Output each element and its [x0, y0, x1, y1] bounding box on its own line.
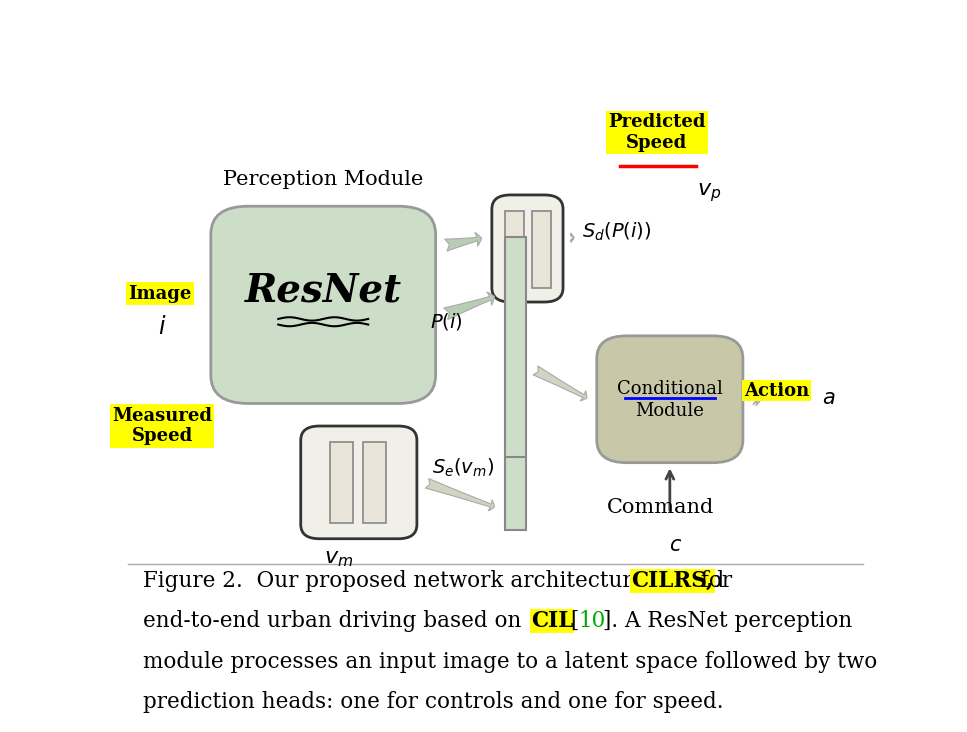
Text: Figure 2.  Our proposed network architecture, called: Figure 2. Our proposed network architect… — [143, 569, 731, 591]
Bar — [532, 211, 550, 288]
Text: $S_e(v_m)$: $S_e(v_m)$ — [432, 458, 494, 479]
Text: ]. A ResNet perception: ]. A ResNet perception — [602, 610, 852, 632]
FancyBboxPatch shape — [492, 195, 563, 302]
Text: $v_p$: $v_p$ — [697, 181, 721, 203]
Text: CIL: CIL — [531, 610, 573, 632]
Bar — [364, 442, 386, 523]
Bar — [505, 237, 526, 530]
Bar — [331, 442, 353, 523]
Text: ResNet: ResNet — [245, 272, 401, 310]
FancyBboxPatch shape — [211, 206, 436, 403]
Text: Action: Action — [744, 381, 809, 400]
Text: $S_d(P(i))$: $S_d(P(i))$ — [582, 220, 652, 243]
FancyBboxPatch shape — [301, 426, 417, 539]
Text: Predicted
Speed: Predicted Speed — [608, 113, 706, 152]
Text: $P(i)$: $P(i)$ — [430, 311, 463, 332]
Text: module processes an input image to a latent space followed by two: module processes an input image to a lat… — [143, 651, 878, 673]
Text: $a$: $a$ — [822, 389, 835, 408]
Text: Module: Module — [635, 402, 704, 419]
Text: CILRS,: CILRS, — [631, 569, 714, 591]
Text: Perception Module: Perception Module — [223, 171, 424, 190]
Text: for: for — [694, 569, 732, 591]
Text: $v_m$: $v_m$ — [324, 548, 353, 569]
Bar — [505, 211, 524, 288]
Text: $c$: $c$ — [669, 536, 682, 555]
Text: prediction heads: one for controls and one for speed.: prediction heads: one for controls and o… — [143, 692, 724, 714]
Text: Command: Command — [607, 498, 714, 518]
Text: 10: 10 — [579, 610, 606, 632]
Text: end-to-end urban driving based on: end-to-end urban driving based on — [143, 610, 529, 632]
Text: Measured
Speed: Measured Speed — [112, 406, 212, 446]
Text: [: [ — [564, 610, 579, 632]
FancyBboxPatch shape — [597, 336, 743, 463]
Text: Conditional: Conditional — [617, 380, 722, 398]
Text: Image: Image — [129, 285, 191, 302]
Text: $i$: $i$ — [158, 316, 166, 339]
